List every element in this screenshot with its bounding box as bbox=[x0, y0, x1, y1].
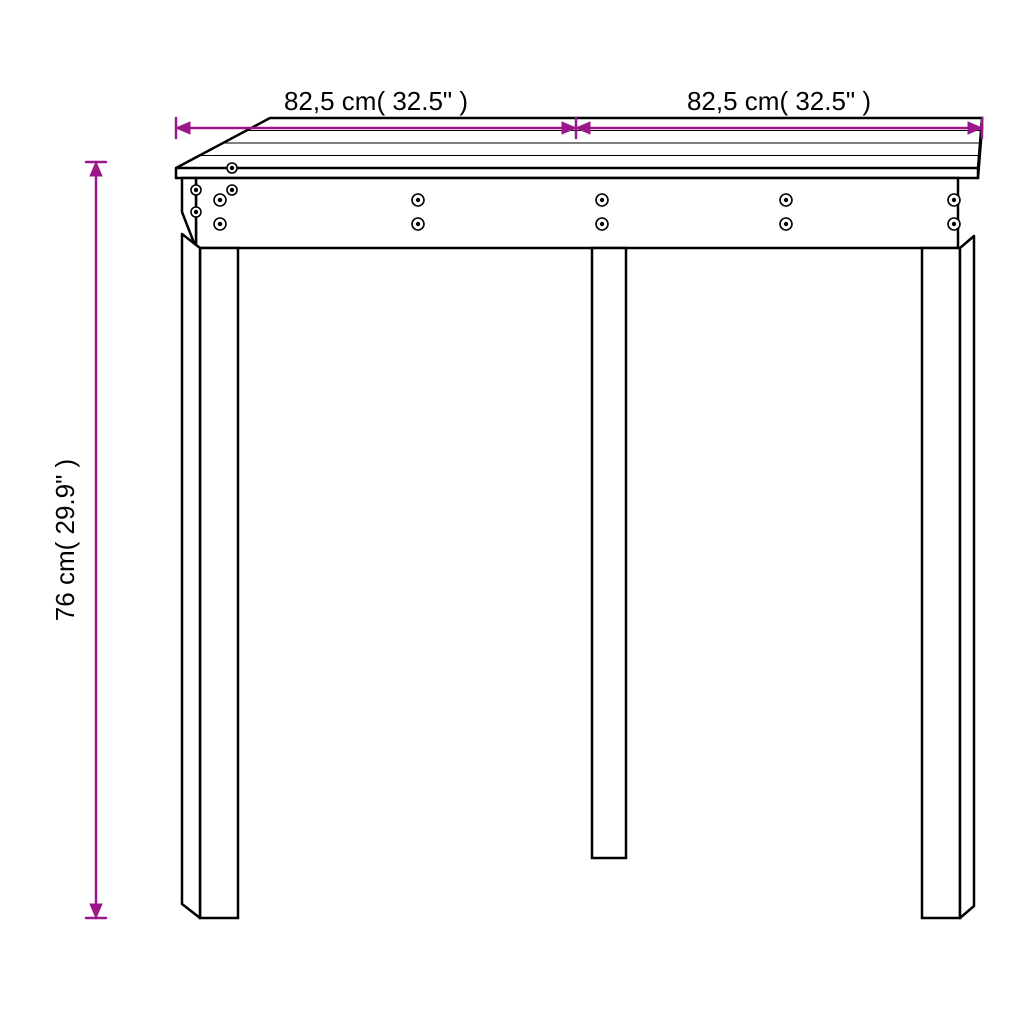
dimension-depth-label: 82,5 cm( 32.5" ) bbox=[284, 86, 468, 116]
dimension-width-label: 82,5 cm( 32.5" ) bbox=[687, 86, 871, 116]
table-line-drawing bbox=[176, 118, 982, 918]
dimension-height-label: 76 cm( 29.9" ) bbox=[50, 459, 80, 621]
